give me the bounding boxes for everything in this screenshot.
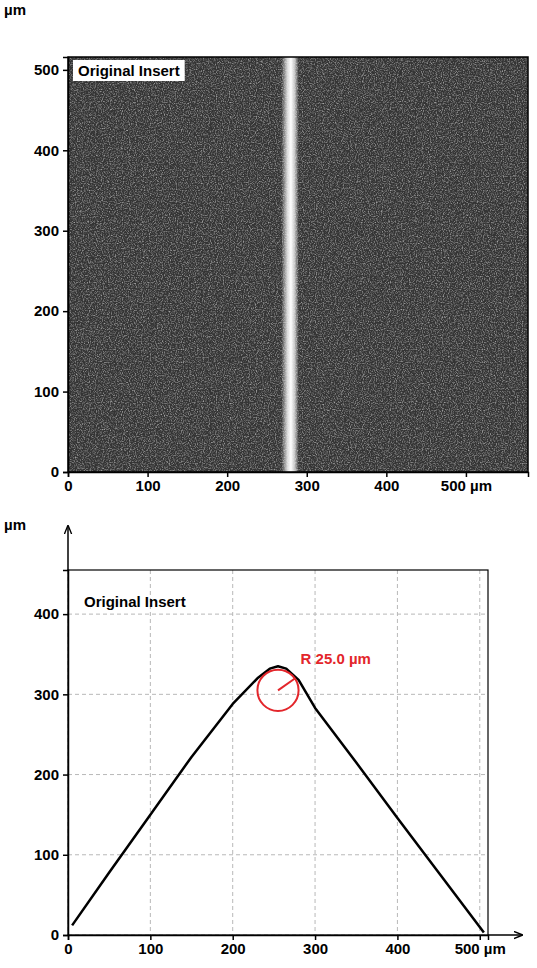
x-tick: 0 <box>64 472 72 494</box>
y-tick-mark <box>63 70 68 72</box>
y-tick-label: 200 <box>34 302 59 319</box>
micrograph-texture <box>68 57 528 472</box>
x-tick: 300 <box>303 935 328 957</box>
y-tick: 500 <box>34 61 68 78</box>
panel: 0 100 200 300 400 500 µm 0 100 200 300 400 500 µm Ori… <box>4 1 529 494</box>
y-tick-label: 0 <box>51 463 59 480</box>
profile-line <box>72 666 484 932</box>
y-tick: 400 <box>34 605 68 622</box>
grid <box>68 570 488 935</box>
grid-line <box>68 774 488 775</box>
y-axis-line <box>63 58 69 473</box>
grid-line <box>479 570 480 935</box>
x-tick-label: 0 <box>64 477 72 494</box>
y-tick-label: 400 <box>34 142 59 159</box>
y-tick: 200 <box>34 302 68 319</box>
radius-circle <box>257 670 298 711</box>
x-tick-label: 300 <box>295 477 320 494</box>
grid-line <box>232 570 233 935</box>
x-tick-label: 400 <box>385 940 410 957</box>
title: Original Insert <box>84 593 186 610</box>
x-tick: 200 <box>221 935 246 957</box>
x-axis: 0 100 200 300 400 500 µm <box>64 472 528 494</box>
y-tick-mark <box>63 391 68 393</box>
y-tick-label: 100 <box>34 383 59 400</box>
x-tick-label: 400 <box>374 477 399 494</box>
grid-line <box>150 570 151 935</box>
x-tick: 500 µm <box>455 935 506 957</box>
x-tick-label: 500 µm <box>441 477 492 494</box>
title-box: Original Insert <box>73 60 185 81</box>
x-tick: 400 <box>385 935 410 957</box>
x-tick-label: 100 <box>136 477 161 494</box>
panel: R 25.0 µm 0 100 200 300 400 500 µm 0 100 200 300 40… <box>4 516 522 957</box>
y-tick: 100 <box>34 383 68 400</box>
y-axis: 0 100 200 300 400 <box>34 571 69 944</box>
x-tick-label: 200 <box>221 940 246 957</box>
figure: 0 100 200 300 400 500 µm 0 100 200 300 400 500 µm Ori… <box>0 0 537 968</box>
x-tick: 0 <box>64 935 72 957</box>
x-tick: 300 <box>295 472 320 494</box>
x-tick: 100 <box>136 472 161 494</box>
image-area <box>68 57 528 472</box>
y-tick-mark <box>63 150 68 152</box>
title-background <box>73 60 185 81</box>
grid-line <box>68 694 488 695</box>
y-tick-label: 500 <box>34 61 59 78</box>
y-tick-label: 100 <box>34 846 59 863</box>
y-tick-label: 400 <box>34 605 59 622</box>
x-tick-label: 0 <box>64 940 72 957</box>
grid-line <box>315 570 316 935</box>
x-tick-label: 200 <box>215 477 240 494</box>
y-tick-mark <box>63 694 68 696</box>
y-tick-mark <box>63 472 68 474</box>
x-tick: 500 µm <box>441 472 492 494</box>
annotation-label: R 25.0 µm <box>301 650 371 667</box>
x-tick: 100 <box>138 935 163 957</box>
y-tick-mark <box>63 774 68 776</box>
y-tick-mark <box>63 230 68 232</box>
x-axis: 0 100 200 300 400 500 µm <box>64 935 506 957</box>
radius-pointer <box>278 679 295 691</box>
y-tick-label: 200 <box>34 766 59 783</box>
grid-line <box>68 614 488 615</box>
y-tick: 400 <box>34 142 68 159</box>
x-tick-label: 300 <box>303 940 328 957</box>
y-tick-label: 0 <box>51 926 59 943</box>
y-axis-line <box>63 571 69 936</box>
y-tick-mark <box>63 614 68 616</box>
y-tick-label: 300 <box>34 686 59 703</box>
annotation: R 25.0 µm <box>257 650 371 711</box>
series-group <box>72 666 484 932</box>
plot-frame <box>68 57 528 472</box>
y-tick: 300 <box>34 686 68 703</box>
x-tick: 200 <box>215 472 240 494</box>
y-tick-mark <box>63 311 68 313</box>
plot-frame <box>68 570 488 935</box>
micrograph-background <box>68 57 528 472</box>
y-tick-mark <box>63 935 68 937</box>
y-axis: 0 100 200 300 400 500 <box>34 58 69 481</box>
y-axis-title: µm <box>4 516 26 533</box>
y-axis-arrow <box>67 526 69 570</box>
y-tick-label: 300 <box>34 222 59 239</box>
y-tick: 200 <box>34 766 68 783</box>
x-axis-line <box>69 936 489 941</box>
title: Original Insert <box>78 62 180 79</box>
y-tick: 100 <box>34 846 68 863</box>
x-axis-arrow <box>488 934 522 936</box>
x-tick-label: 100 <box>138 940 163 957</box>
y-tick: 0 <box>51 926 68 943</box>
y-axis-title: µm <box>4 1 26 18</box>
y-tick: 300 <box>34 222 68 239</box>
cutting-edge-band <box>281 57 299 472</box>
grid-line <box>397 570 398 935</box>
y-tick: 0 <box>51 463 68 480</box>
y-tick-mark <box>63 855 68 857</box>
x-tick: 400 <box>374 472 399 494</box>
x-tick-label: 500 µm <box>455 940 506 957</box>
